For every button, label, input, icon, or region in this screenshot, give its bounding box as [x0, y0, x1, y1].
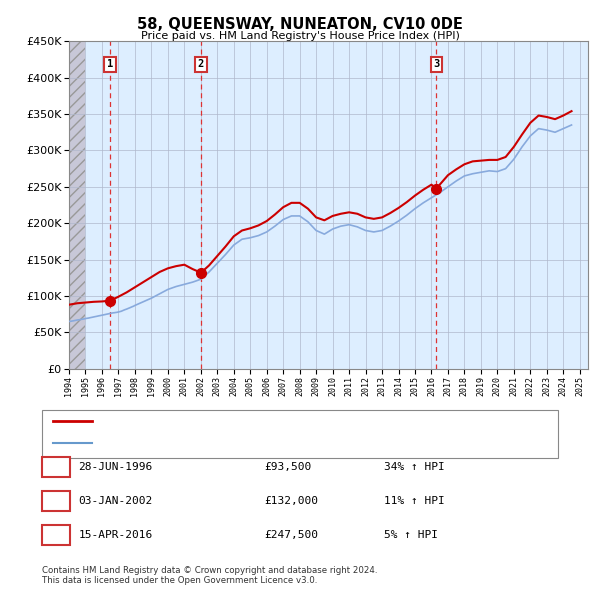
Text: 5% ↑ HPI: 5% ↑ HPI	[384, 530, 438, 540]
Text: 3: 3	[52, 529, 59, 542]
Text: 3: 3	[433, 59, 439, 69]
Text: 34% ↑ HPI: 34% ↑ HPI	[384, 462, 445, 471]
Text: 28-JUN-1996: 28-JUN-1996	[79, 462, 153, 471]
Text: 1: 1	[107, 59, 113, 69]
Text: £132,000: £132,000	[264, 496, 318, 506]
Text: £93,500: £93,500	[264, 462, 311, 471]
Text: 58, QUEENSWAY, NUNEATON, CV10 0DE: 58, QUEENSWAY, NUNEATON, CV10 0DE	[137, 17, 463, 31]
Text: 15-APR-2016: 15-APR-2016	[79, 530, 153, 540]
Bar	[69, 41, 85, 369]
Text: 11% ↑ HPI: 11% ↑ HPI	[384, 496, 445, 506]
Text: 2: 2	[198, 59, 204, 69]
Text: £247,500: £247,500	[264, 530, 318, 540]
Text: HPI: Average price, detached house, Nuneaton and Bedworth: HPI: Average price, detached house, Nune…	[99, 438, 419, 448]
Text: 2: 2	[52, 494, 59, 507]
Text: 03-JAN-2002: 03-JAN-2002	[79, 496, 153, 506]
Text: Price paid vs. HM Land Registry's House Price Index (HPI): Price paid vs. HM Land Registry's House …	[140, 31, 460, 41]
Text: 58, QUEENSWAY, NUNEATON, CV10 0DE (detached house): 58, QUEENSWAY, NUNEATON, CV10 0DE (detac…	[99, 416, 403, 425]
Text: Contains HM Land Registry data © Crown copyright and database right 2024.
This d: Contains HM Land Registry data © Crown c…	[42, 566, 377, 585]
Text: 1: 1	[52, 460, 59, 473]
